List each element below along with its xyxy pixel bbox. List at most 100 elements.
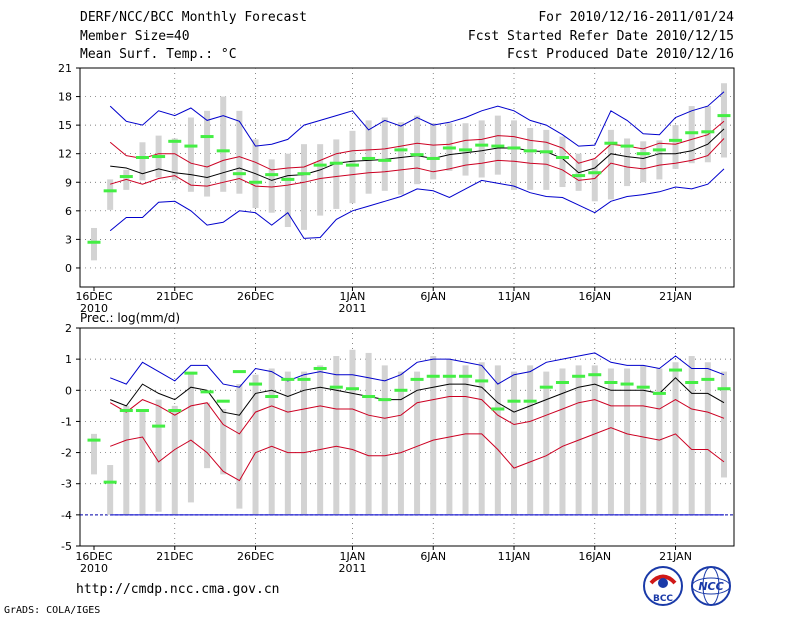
bcc-logo: BCC bbox=[643, 566, 683, 606]
median-mark bbox=[539, 385, 553, 389]
box-mark bbox=[268, 159, 275, 213]
y-tick-label: 0 bbox=[65, 262, 72, 275]
x-tick-year-label: 2010 bbox=[80, 562, 108, 575]
median-mark bbox=[135, 156, 149, 160]
box-mark bbox=[607, 368, 614, 515]
box-mark bbox=[494, 365, 501, 515]
box-mark bbox=[171, 405, 178, 515]
y-tick-label: -4 bbox=[61, 509, 72, 522]
x-tick-label: 16DEC bbox=[75, 550, 112, 563]
median-mark bbox=[572, 174, 586, 178]
median-mark bbox=[394, 388, 408, 392]
y-tick-label: -5 bbox=[61, 540, 72, 553]
footer-url[interactable]: http://cmdp.ncc.cma.gov.cn bbox=[76, 582, 280, 597]
chart-title: DERF/NCC/BCC Monthly Forecast bbox=[80, 10, 307, 25]
box-mark bbox=[478, 120, 485, 178]
x-tick-label: 11JAN bbox=[498, 550, 531, 563]
median-mark bbox=[249, 180, 263, 184]
median-mark bbox=[588, 171, 602, 175]
box-mark bbox=[107, 465, 114, 515]
box-mark bbox=[511, 120, 517, 190]
box-mark bbox=[414, 115, 421, 185]
outer-lower-line bbox=[109, 168, 725, 239]
box-mark bbox=[333, 139, 340, 209]
x-tick-label: 16JAN bbox=[578, 550, 611, 563]
ncc-logo: NCC bbox=[691, 566, 731, 606]
median-mark bbox=[620, 144, 634, 148]
box-mark bbox=[317, 144, 324, 216]
box-mark bbox=[478, 362, 485, 515]
box-mark bbox=[672, 125, 679, 169]
outer-upper-line bbox=[110, 352, 725, 388]
x-tick-label: 21DEC bbox=[156, 290, 193, 303]
plot-frame bbox=[79, 67, 735, 288]
box-mark bbox=[672, 362, 679, 515]
median-mark bbox=[410, 377, 424, 381]
box-mark bbox=[220, 96, 227, 192]
box-mark bbox=[107, 179, 114, 210]
median-mark bbox=[685, 381, 699, 384]
box-mark bbox=[559, 136, 566, 188]
box-mark bbox=[365, 352, 372, 515]
forecast-period-label: For 2010/12/16-2011/01/24 bbox=[538, 10, 734, 25]
median-mark bbox=[636, 152, 650, 156]
median-mark bbox=[313, 163, 327, 167]
median-mark bbox=[184, 144, 198, 148]
median-mark bbox=[87, 240, 101, 244]
y-tick-label: 21 bbox=[58, 62, 72, 75]
median-mark bbox=[459, 374, 473, 378]
median-mark bbox=[378, 398, 392, 402]
bcc-logo-text: BCC bbox=[653, 594, 673, 604]
box-mark bbox=[527, 365, 534, 515]
median-mark bbox=[200, 135, 214, 139]
median-mark bbox=[184, 371, 198, 375]
box-mark bbox=[704, 362, 711, 515]
box-mark bbox=[123, 405, 130, 515]
median-mark bbox=[216, 149, 230, 153]
box-mark bbox=[333, 356, 340, 515]
median-mark bbox=[119, 175, 133, 179]
y-tick-label: 0 bbox=[65, 384, 72, 397]
median-mark bbox=[378, 158, 392, 162]
box-mark bbox=[220, 408, 227, 475]
box-mark bbox=[284, 371, 291, 515]
x-tick-label: 21JAN bbox=[659, 290, 692, 303]
median-mark bbox=[555, 156, 569, 160]
box-mark bbox=[284, 153, 291, 228]
median-mark bbox=[135, 409, 149, 413]
median-mark bbox=[523, 149, 537, 153]
x-tick-label: 6JAN bbox=[420, 290, 446, 303]
x-tick-label: 21DEC bbox=[156, 550, 193, 563]
box-mark bbox=[301, 371, 307, 515]
box-mark bbox=[381, 365, 388, 515]
box-mark bbox=[236, 110, 243, 194]
median-mark bbox=[119, 409, 133, 413]
median-mark bbox=[588, 373, 602, 377]
median-mark bbox=[669, 138, 683, 142]
box-mark bbox=[624, 138, 631, 187]
box-mark bbox=[656, 368, 663, 515]
box-mark bbox=[607, 129, 614, 200]
box-mark bbox=[624, 368, 631, 515]
x-tick-label: 16JAN bbox=[578, 290, 611, 303]
inner-lower-line bbox=[110, 138, 725, 188]
box-mark bbox=[91, 227, 97, 261]
y-tick-label: 3 bbox=[65, 233, 72, 246]
box-mark bbox=[543, 371, 550, 515]
median-mark bbox=[168, 139, 182, 143]
median-mark bbox=[442, 146, 456, 150]
median-mark bbox=[717, 114, 731, 118]
median-mark bbox=[459, 148, 473, 152]
inner-upper-line bbox=[109, 396, 725, 435]
footer-credit: GrADS: COLA/IGES bbox=[4, 605, 101, 616]
median-mark bbox=[329, 385, 343, 389]
median-mark bbox=[572, 374, 586, 378]
box-mark bbox=[91, 433, 97, 475]
median-mark bbox=[475, 379, 489, 383]
median-mark bbox=[475, 143, 489, 147]
median-mark bbox=[652, 148, 666, 152]
box-mark bbox=[543, 129, 550, 190]
box-mark bbox=[139, 142, 146, 181]
box-mark bbox=[317, 365, 324, 515]
